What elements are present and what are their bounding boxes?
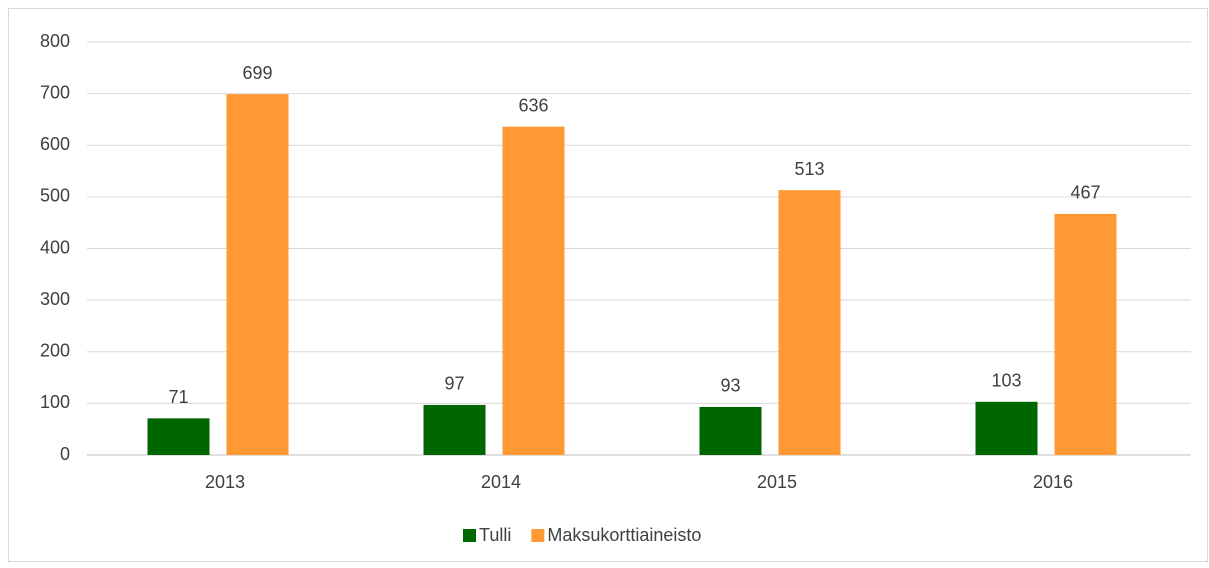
y-tick-label: 300 (40, 289, 70, 309)
legend-swatch (463, 529, 476, 542)
bar (502, 126, 565, 455)
legend-label: Tulli (479, 525, 511, 545)
x-tick-label: 2013 (205, 472, 245, 492)
legend-swatch (531, 529, 545, 542)
y-tick-label: 100 (40, 392, 70, 412)
bar (1054, 213, 1117, 455)
bar (778, 190, 841, 455)
data-label: 513 (794, 159, 824, 179)
y-tick-label: 600 (40, 134, 70, 154)
data-label: 93 (720, 376, 740, 396)
data-label: 467 (1070, 183, 1100, 203)
y-tick-label: 0 (60, 444, 70, 464)
bar (975, 401, 1038, 455)
bar (423, 404, 486, 455)
data-label: 636 (518, 95, 548, 115)
y-tick-label: 700 (40, 82, 70, 102)
x-tick-label: 2015 (757, 472, 797, 492)
chart-frame (8, 8, 1208, 562)
data-label: 699 (242, 63, 272, 83)
bar (226, 94, 289, 456)
y-tick-label: 800 (40, 31, 70, 51)
bar (147, 418, 210, 455)
x-tick-label: 2016 (1033, 472, 1073, 492)
y-tick-label: 400 (40, 237, 70, 257)
bar (699, 406, 762, 455)
data-label: 71 (168, 387, 188, 407)
x-tick-label: 2014 (481, 472, 521, 492)
y-tick-label: 500 (40, 186, 70, 206)
legend-label: Maksukorttiaineisto (547, 525, 701, 545)
data-label: 103 (991, 371, 1021, 391)
data-label: 97 (444, 374, 464, 394)
y-tick-label: 200 (40, 341, 70, 361)
